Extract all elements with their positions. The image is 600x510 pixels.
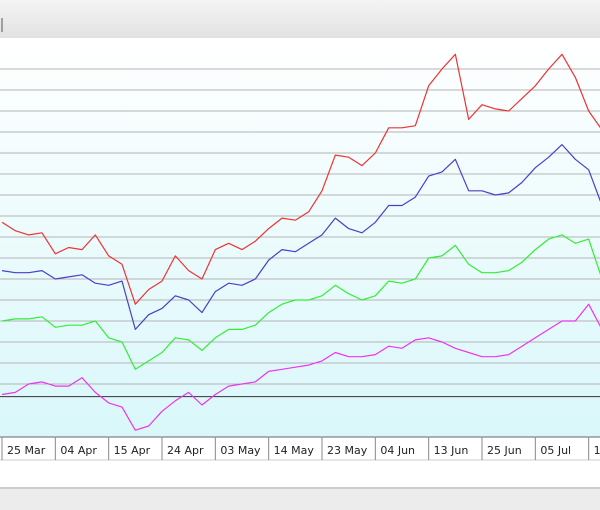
series-line [1,234,600,370]
x-tick-label: 04 Jun [380,444,415,457]
footer-bar [0,489,600,510]
x-tick-label: 25 Jun [487,444,522,457]
x-tick-label: 24 Apr [167,444,204,457]
x-tick-label: 04 Apr [60,444,97,457]
x-tick-label: 1 [594,444,600,457]
header-bar [0,0,600,38]
x-tick-label: 25 Mar [7,444,46,457]
x-tick-label: 14 May [274,444,315,457]
x-tick-label: 15 Apr [114,444,151,457]
x-tick-label: 23 May [327,444,368,457]
x-tick-label: 13 Jun [434,444,469,457]
series-line [1,303,600,431]
series-line [1,53,600,305]
axis-area [0,437,600,490]
x-tick-label: 05 Jul [540,444,571,457]
series-line [1,144,600,330]
x-tick-label: 03 May [220,444,261,457]
